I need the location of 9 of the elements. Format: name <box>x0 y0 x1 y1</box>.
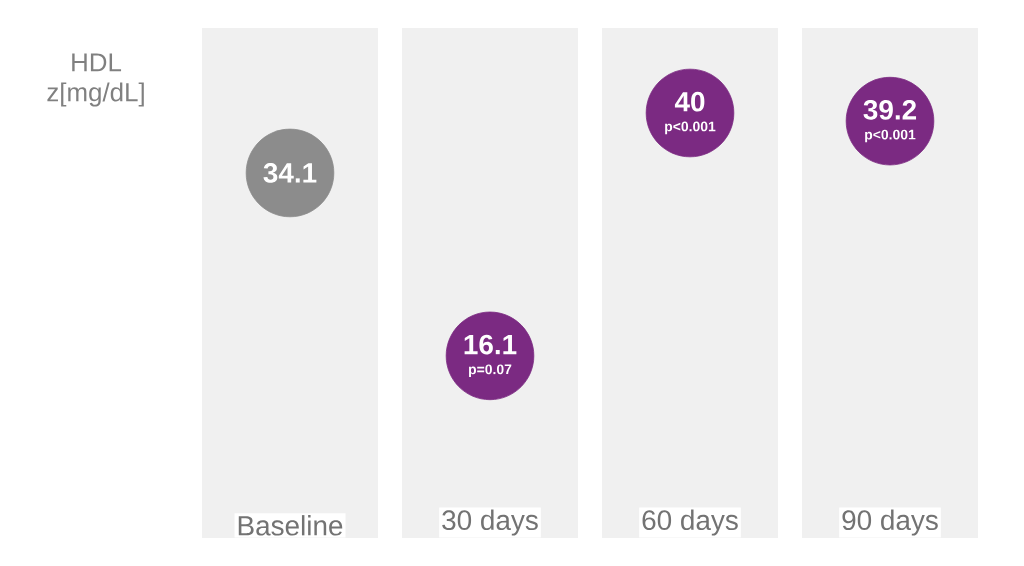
data-label: 39.2 <box>863 99 917 120</box>
category-label: 60 days <box>642 509 738 536</box>
category-label: Baseline <box>238 515 343 536</box>
category-label: 90 days <box>842 509 938 536</box>
text: HDL z[mg/dL] <box>47 53 144 107</box>
data-label: 34.1 <box>263 163 317 183</box>
data-label: 16.1 <box>464 334 517 355</box>
category-label: 30 days <box>442 509 538 536</box>
data-label: 40 <box>674 91 705 112</box>
